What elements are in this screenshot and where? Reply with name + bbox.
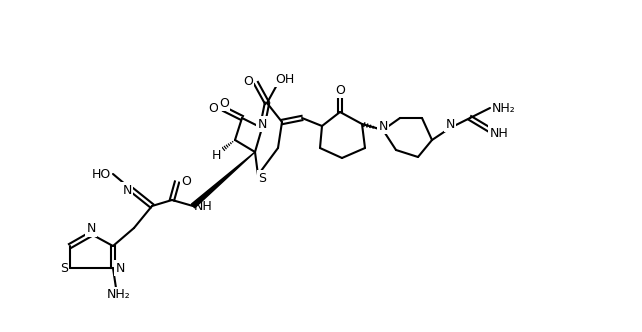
Text: HO: HO [91,168,110,181]
Text: O: O [208,102,218,115]
Polygon shape [191,152,255,208]
Text: O: O [243,74,253,88]
Text: O: O [219,97,229,110]
Text: N: N [116,262,125,275]
Text: O: O [335,84,345,97]
Text: N: N [86,222,96,235]
Text: N: N [446,118,455,130]
Text: NH₂: NH₂ [492,102,516,115]
Text: N: N [123,184,132,197]
Text: NH: NH [194,200,213,212]
Text: NH₂: NH₂ [107,289,131,301]
Text: O: O [181,175,191,188]
Text: S: S [258,172,266,185]
Text: H: H [211,148,221,161]
Text: NH: NH [490,126,508,139]
Text: N: N [378,120,388,132]
Text: OH: OH [275,72,295,86]
Text: S: S [60,262,68,275]
Text: N: N [257,118,266,130]
